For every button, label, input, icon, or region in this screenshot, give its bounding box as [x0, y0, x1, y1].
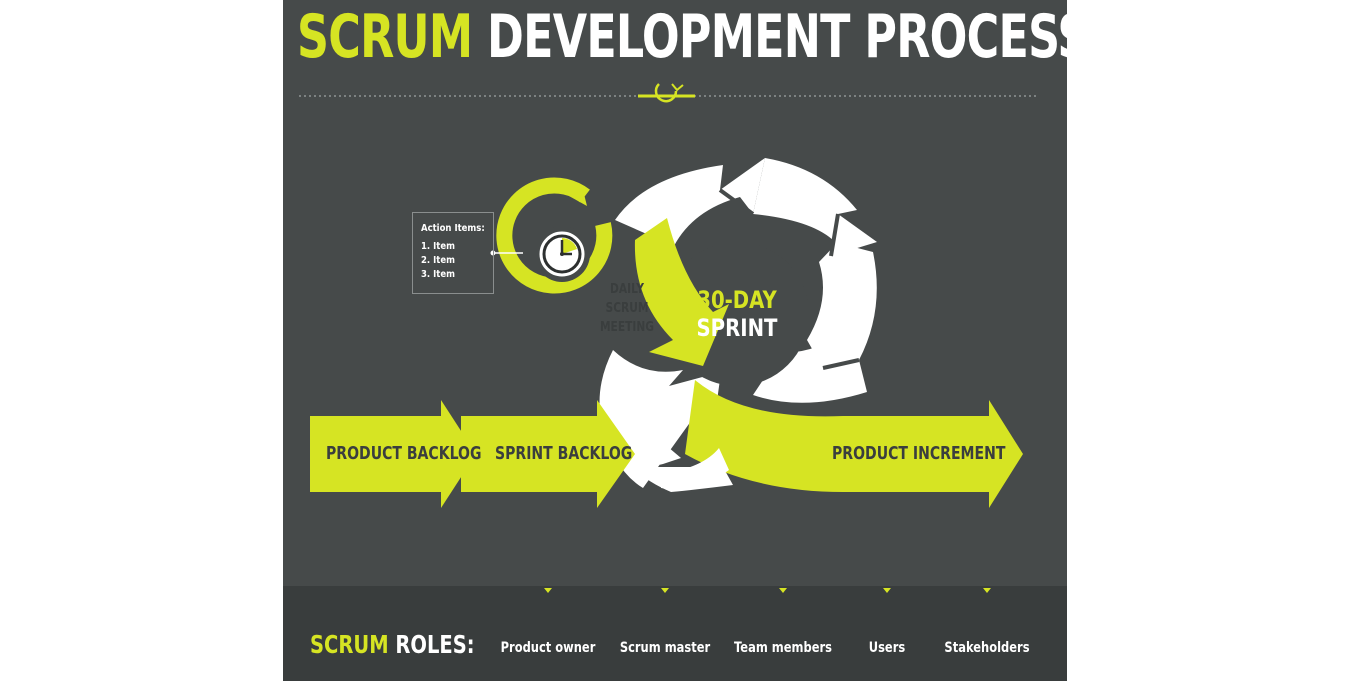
role-product-owner: Product owner [488, 588, 608, 678]
stakeholders-icon [967, 602, 1007, 636]
role-marker [661, 588, 669, 593]
role-label: Users [868, 640, 906, 656]
role-marker [779, 588, 787, 593]
daily-scrum-label: DAILY SCRUM MEETING [599, 282, 655, 335]
sprint-backlog-label: SPRINT BACKLOG [495, 443, 633, 464]
product-owner-icon [528, 602, 568, 636]
page-title: SCRUM DEVELOPMENT PROCESS [297, 2, 1067, 72]
sprint-backlog-arrow [461, 400, 635, 508]
action-items-heading: Action Items: [421, 223, 485, 234]
action-item: 2. Item [421, 255, 455, 266]
product-backlog-label: PRODUCT BACKLOG [326, 443, 482, 464]
role-label: Team members [733, 640, 833, 656]
role-users: Users [827, 588, 947, 678]
scrum-master-icon [645, 602, 685, 636]
team-members-icon [763, 602, 803, 636]
sprint-days-label: 30-DAY [697, 286, 777, 314]
product-backlog-arrow [310, 400, 476, 508]
users-icon [867, 602, 907, 636]
roles-band [283, 586, 1067, 681]
role-stakeholders: Stakeholders [927, 588, 1047, 678]
role-label: Product owner [500, 640, 596, 656]
role-label: Stakeholders [944, 640, 1030, 656]
action-item: 1. Item [421, 241, 455, 252]
role-marker [544, 588, 552, 593]
title-highlight: SCRUM [297, 2, 473, 72]
cycle-arrow-1 [615, 158, 765, 246]
roles-heading: SCRUM ROLES: [310, 630, 475, 659]
product-increment-arrow [685, 380, 1023, 508]
role-marker [983, 588, 991, 593]
scrum-poster: SCRUM DEVELOPMENT PROCESS [283, 0, 1067, 681]
process-diagram [299, 83, 1038, 636]
sprint-word-label: SPRINT [696, 314, 778, 342]
cycle-arrow-2 [753, 158, 877, 256]
clock-icon [496, 177, 613, 294]
cycle-divider-icon [638, 83, 695, 103]
title-rest: DEVELOPMENT PROCESS [487, 2, 1067, 72]
action-item: 3. Item [421, 269, 455, 280]
product-increment-label: PRODUCT INCREMENT [832, 443, 1006, 464]
role-team-members: Team members [723, 588, 843, 678]
role-label: Scrum master [619, 640, 711, 656]
action-items-box: Action Items: 1. Item 2. Item 3. Item [412, 212, 494, 294]
role-marker [883, 588, 891, 593]
daily-scrum-arrow [634, 218, 729, 366]
role-scrum-master: Scrum master [605, 588, 725, 678]
